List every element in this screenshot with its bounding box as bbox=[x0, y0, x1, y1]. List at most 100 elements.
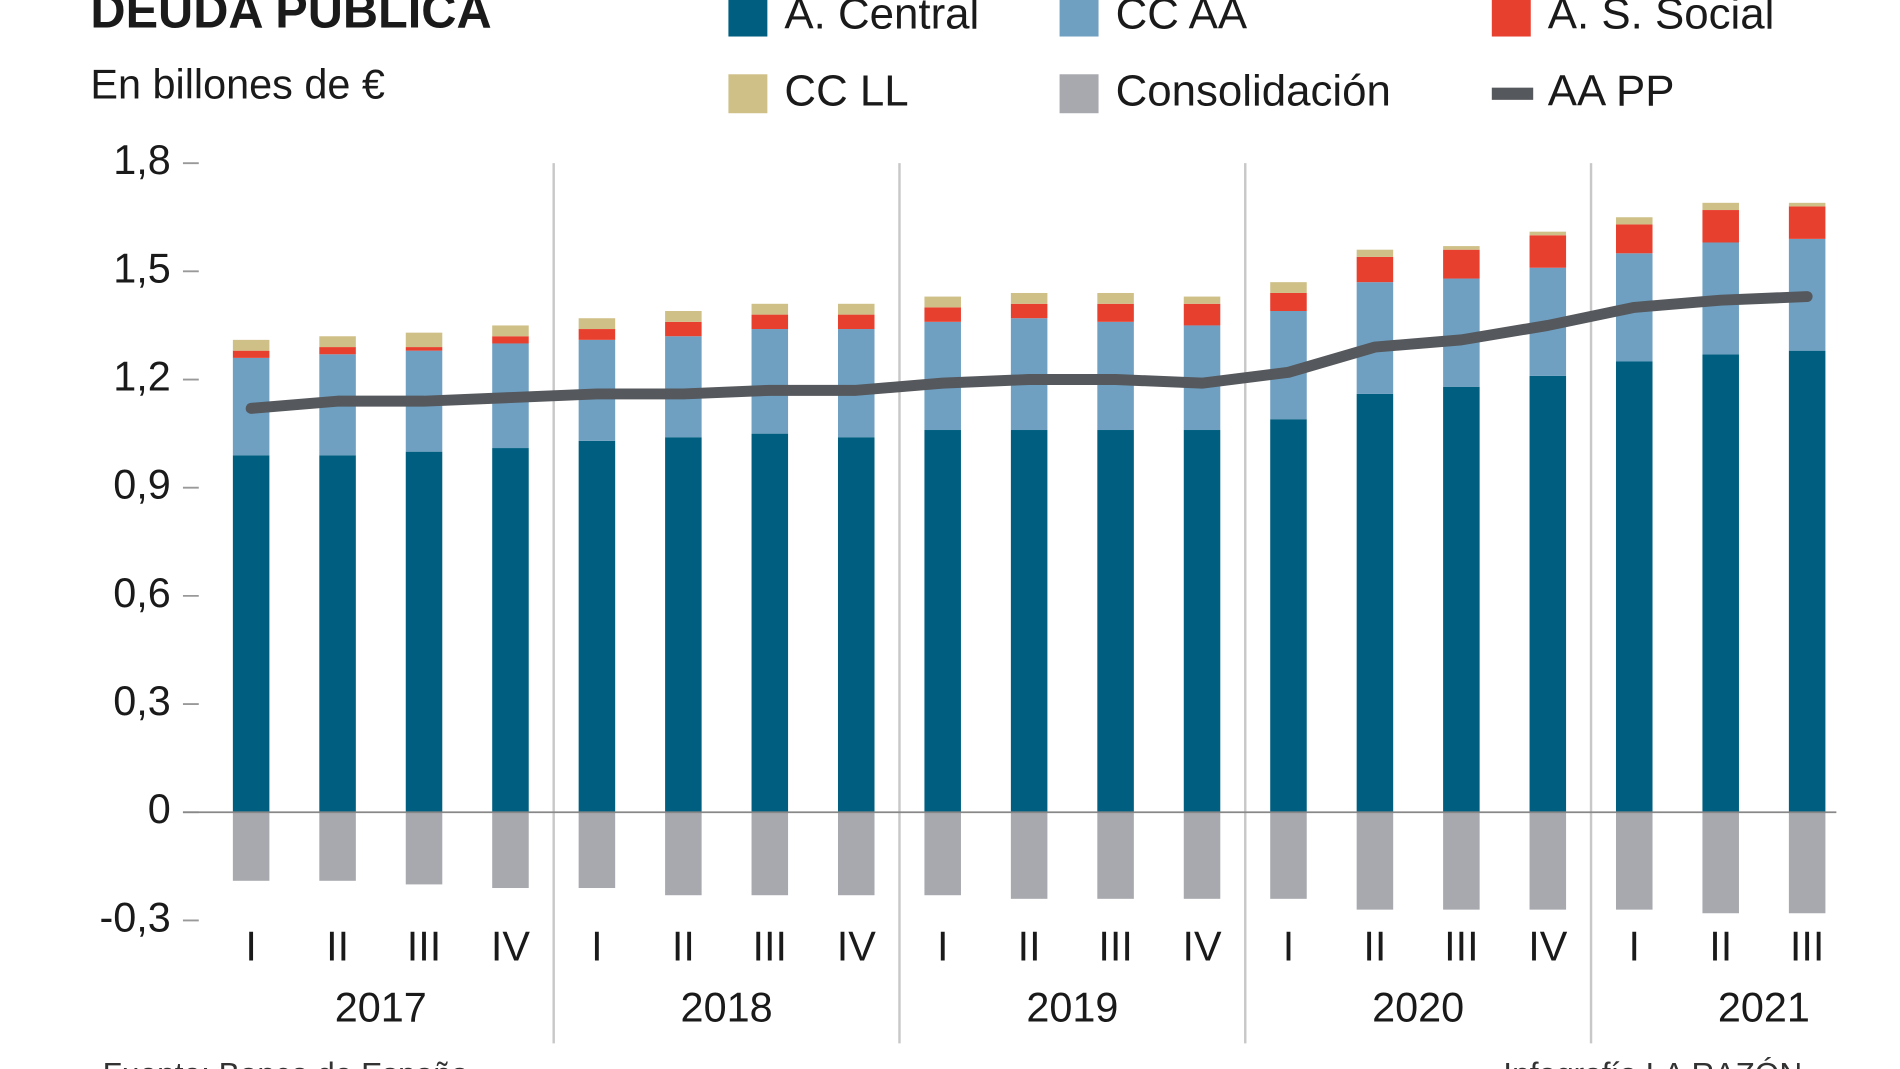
bar-segment bbox=[1183, 296, 1221, 304]
bar-segment bbox=[1183, 430, 1221, 813]
bar-segment bbox=[492, 325, 529, 337]
bar-segment bbox=[492, 336, 529, 344]
y-tick-label: 1,8 bbox=[113, 137, 171, 183]
bar-segment bbox=[232, 812, 270, 881]
source: Fuente: Banco de España bbox=[103, 1056, 469, 1069]
bar-segment bbox=[1183, 303, 1221, 326]
x-tick-label: III bbox=[407, 924, 441, 970]
x-tick-label: II bbox=[326, 924, 349, 970]
x-tick-label: III bbox=[753, 924, 787, 970]
bar-segment bbox=[665, 812, 702, 896]
bar-segment bbox=[1356, 393, 1394, 813]
bar-segment bbox=[837, 314, 875, 330]
year-label: 2018 bbox=[681, 984, 773, 1030]
x-tick-label: I bbox=[245, 924, 257, 970]
legend-swatch bbox=[1059, 0, 1099, 37]
bar-segment bbox=[1443, 249, 1480, 279]
y-tick-label: 0,3 bbox=[113, 678, 171, 724]
x-tick-label: III bbox=[1098, 924, 1133, 970]
bar-segment bbox=[1010, 812, 1048, 899]
bar-segment bbox=[319, 347, 356, 355]
bar-segment bbox=[1270, 812, 1307, 899]
bar-segment bbox=[1097, 292, 1134, 304]
year-label: 2020 bbox=[1372, 984, 1464, 1030]
bar-segment bbox=[1010, 430, 1048, 813]
x-tick-label: I bbox=[1283, 924, 1295, 970]
year-label: 2019 bbox=[1026, 984, 1118, 1030]
bar-segment bbox=[665, 311, 702, 322]
bar-segment bbox=[1356, 249, 1394, 257]
bar-segment bbox=[1529, 375, 1567, 813]
x-tick-label: II bbox=[1018, 924, 1041, 970]
bar-segment bbox=[1615, 217, 1653, 225]
y-tick-label: 0,9 bbox=[113, 462, 171, 508]
bar-segment bbox=[665, 321, 702, 337]
bar-segment bbox=[1702, 210, 1739, 243]
year-label: 2017 bbox=[335, 984, 427, 1030]
x-tick-label: IV bbox=[837, 924, 876, 970]
bar-segment bbox=[1097, 303, 1134, 322]
bar-segment bbox=[405, 347, 443, 351]
bar-segment bbox=[1788, 202, 1826, 207]
legend-swatch bbox=[1059, 74, 1099, 114]
chart-subtitle: En billones de € bbox=[90, 62, 384, 108]
x-tick-label: II bbox=[1709, 924, 1732, 970]
bar-segment bbox=[578, 318, 616, 330]
chart-title: DEUDA PÚBLICA bbox=[90, 0, 491, 38]
bar-segment bbox=[1270, 419, 1307, 813]
legend-label: A. S. Social bbox=[1548, 0, 1775, 39]
legend-label: A. Central bbox=[784, 0, 979, 39]
x-tick-label: II bbox=[1363, 924, 1386, 970]
bar-segment bbox=[1010, 292, 1048, 304]
x-tick-label: IV bbox=[1528, 924, 1567, 970]
bar-segment bbox=[492, 448, 529, 813]
bar-segment bbox=[665, 336, 702, 438]
bar-segment bbox=[319, 336, 356, 348]
bar-segment bbox=[751, 329, 789, 434]
bar-segment bbox=[1615, 361, 1653, 813]
bar-segment bbox=[1702, 202, 1739, 211]
x-tick-label: IV bbox=[1182, 924, 1221, 970]
legend-swatch bbox=[1491, 0, 1531, 37]
year-label: 2021 bbox=[1718, 984, 1810, 1030]
bar-segment bbox=[578, 329, 616, 340]
bar-segment bbox=[232, 455, 270, 813]
bar-segment bbox=[578, 440, 616, 813]
bar-segment bbox=[1183, 812, 1221, 899]
line-series bbox=[245, 291, 1813, 414]
legend-label: AA PP bbox=[1548, 66, 1675, 115]
bar-segment bbox=[837, 303, 875, 315]
bar-segment bbox=[1788, 812, 1826, 914]
bar-segment bbox=[665, 437, 702, 813]
bar-segment bbox=[319, 812, 356, 881]
bar-segment bbox=[924, 296, 961, 308]
bar-segment bbox=[924, 321, 961, 431]
bar-segment bbox=[405, 451, 443, 813]
bar-segment bbox=[1529, 812, 1567, 910]
bar-segment bbox=[405, 812, 443, 885]
y-tick-label: 0,6 bbox=[113, 570, 171, 616]
bar-segment bbox=[1097, 812, 1134, 899]
y-tick-label: 1,2 bbox=[113, 353, 171, 399]
bar-segment bbox=[751, 314, 789, 330]
bar-segment bbox=[405, 332, 443, 348]
bar-segment bbox=[1529, 231, 1567, 236]
bar-segment bbox=[1788, 350, 1826, 813]
bar-segment bbox=[1443, 246, 1480, 250]
bar-segment bbox=[578, 812, 616, 889]
x-tick-label: III bbox=[1790, 924, 1824, 970]
bar-segment bbox=[837, 329, 875, 438]
bar-segment bbox=[232, 350, 270, 358]
bar-segment bbox=[1010, 303, 1048, 319]
x-tick-label: III bbox=[1444, 924, 1479, 970]
x-tick-label: IV bbox=[491, 924, 530, 970]
bar-segment bbox=[1443, 812, 1480, 910]
bar-segment bbox=[924, 307, 961, 322]
bar-segment bbox=[232, 339, 270, 351]
bar-segment bbox=[1356, 812, 1394, 910]
x-tick-label: I bbox=[591, 924, 603, 970]
y-tick-label: 0 bbox=[148, 786, 171, 832]
bar-segment bbox=[751, 433, 789, 813]
legend-swatch bbox=[728, 74, 768, 114]
